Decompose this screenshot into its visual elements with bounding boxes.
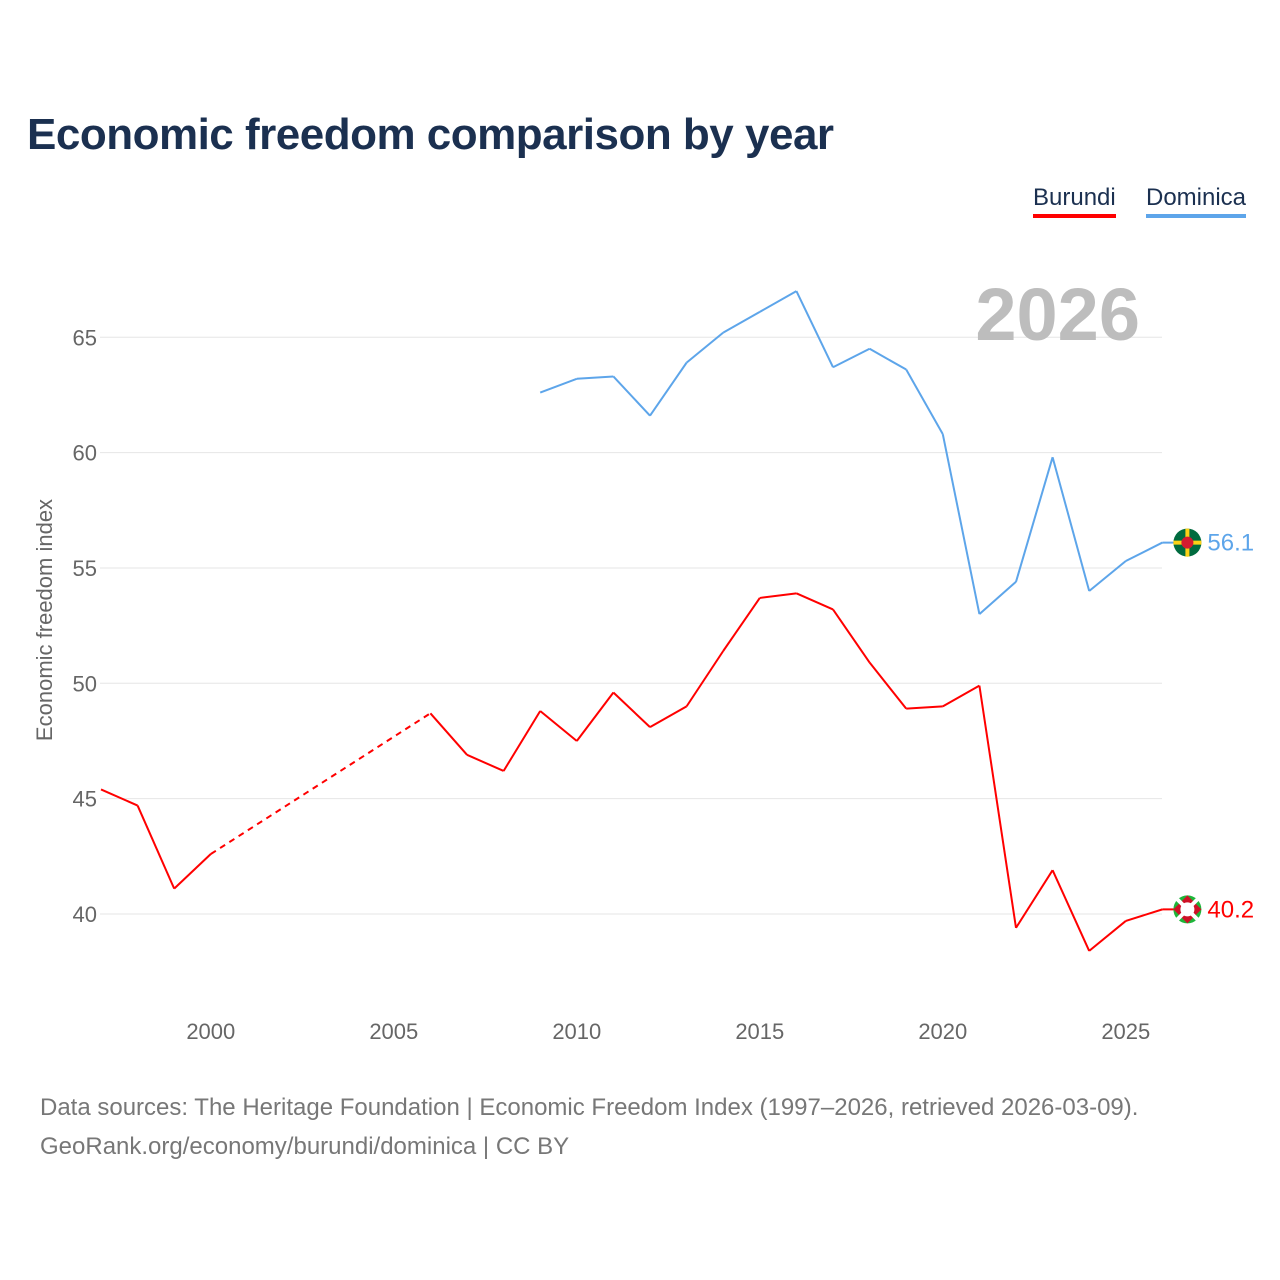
series-segment-dominica (1015, 456, 1054, 583)
series-segment-burundi (832, 608, 871, 664)
series-segment-burundi (759, 592, 797, 599)
legend-dominica[interactable]: Dominica (1146, 184, 1247, 218)
series-segment-burundi (685, 650, 725, 707)
series-segment-dominica (832, 347, 871, 369)
series-segment-burundi (722, 597, 761, 652)
y-tick-label: 50 (73, 671, 97, 696)
x-tick-label: 2010 (552, 1019, 601, 1044)
series-segment-dominica (539, 377, 578, 394)
series-segment-burundi (576, 691, 615, 742)
series-segment-burundi (795, 592, 834, 611)
year-watermark: 2026 (975, 273, 1140, 356)
series-segment-dominica (722, 311, 761, 334)
series-segment-dominica (612, 375, 651, 417)
x-tick-label: 2025 (1101, 1019, 1150, 1044)
end-value-label: 40.2 (1207, 896, 1254, 923)
series-segment-burundi (649, 705, 688, 729)
burundi-flag-disc (1180, 902, 1195, 917)
series-segment-burundi (868, 661, 907, 710)
source-line-2[interactable]: GeoRank.org/economy/burundi/dominica | C… (40, 1133, 570, 1160)
x-tick-label: 2020 (918, 1019, 967, 1044)
y-tick-label: 60 (73, 441, 97, 466)
series-segment-dominica (1125, 541, 1163, 562)
y-tick-label: 65 (73, 325, 97, 350)
series-segment-burundi (612, 691, 651, 728)
series-segment-burundi (978, 685, 1017, 928)
series-segment-burundi (173, 853, 212, 890)
series-segment-burundi (100, 788, 139, 807)
legend-burundi[interactable]: Burundi (1033, 184, 1116, 218)
source-note: Data sources: The Heritage Foundation | … (40, 1088, 1138, 1166)
series-segment-burundi (136, 805, 176, 890)
series-segment-burundi (466, 753, 505, 772)
series-segment-dominica (759, 290, 797, 313)
series-segment-burundi (1015, 869, 1054, 929)
y-tick-label: 55 (73, 556, 97, 581)
source-line-1: Data sources: The Heritage Foundation | … (40, 1094, 1139, 1121)
x-tick-label: 2005 (369, 1019, 418, 1044)
series-segment-burundi (502, 710, 542, 772)
series-segment-burundi (942, 684, 980, 708)
series-segment-dominica (649, 362, 688, 417)
y-tick-label: 45 (73, 787, 97, 812)
series-segment-dominica (576, 375, 614, 380)
dominica-flag-disc (1181, 536, 1194, 549)
x-tick-label: 2015 (735, 1019, 784, 1044)
series-segment-dominica (685, 331, 724, 364)
y-tick-label: 40 (73, 902, 97, 927)
series-segment-burundi (210, 712, 431, 855)
series-segment-dominica (795, 290, 834, 368)
end-value-label: 56.1 (1207, 530, 1254, 557)
x-tick-label: 2000 (186, 1019, 235, 1044)
series-segment-burundi (539, 710, 578, 742)
series-segment-dominica (869, 347, 907, 371)
series-segment-dominica (941, 433, 981, 615)
series-segment-dominica (978, 581, 1017, 615)
series-segment-burundi (1088, 920, 1127, 952)
series-segment-dominica (1088, 560, 1127, 592)
series-segment-burundi (429, 712, 468, 756)
chart-title: Economic freedom comparison by year (27, 110, 834, 159)
series-segment-dominica (1051, 456, 1091, 592)
series-segment-burundi (906, 705, 943, 710)
series-segment-burundi (1051, 869, 1091, 952)
series-segment-dominica (905, 369, 944, 435)
line-chart: 40 45 50 55 60 65 2000 2005 2010 2015 2020 2025 Econ… (32, 273, 1254, 1044)
y-axis-label: Economic freedom index (32, 499, 57, 741)
series-segment-burundi (1125, 908, 1163, 922)
